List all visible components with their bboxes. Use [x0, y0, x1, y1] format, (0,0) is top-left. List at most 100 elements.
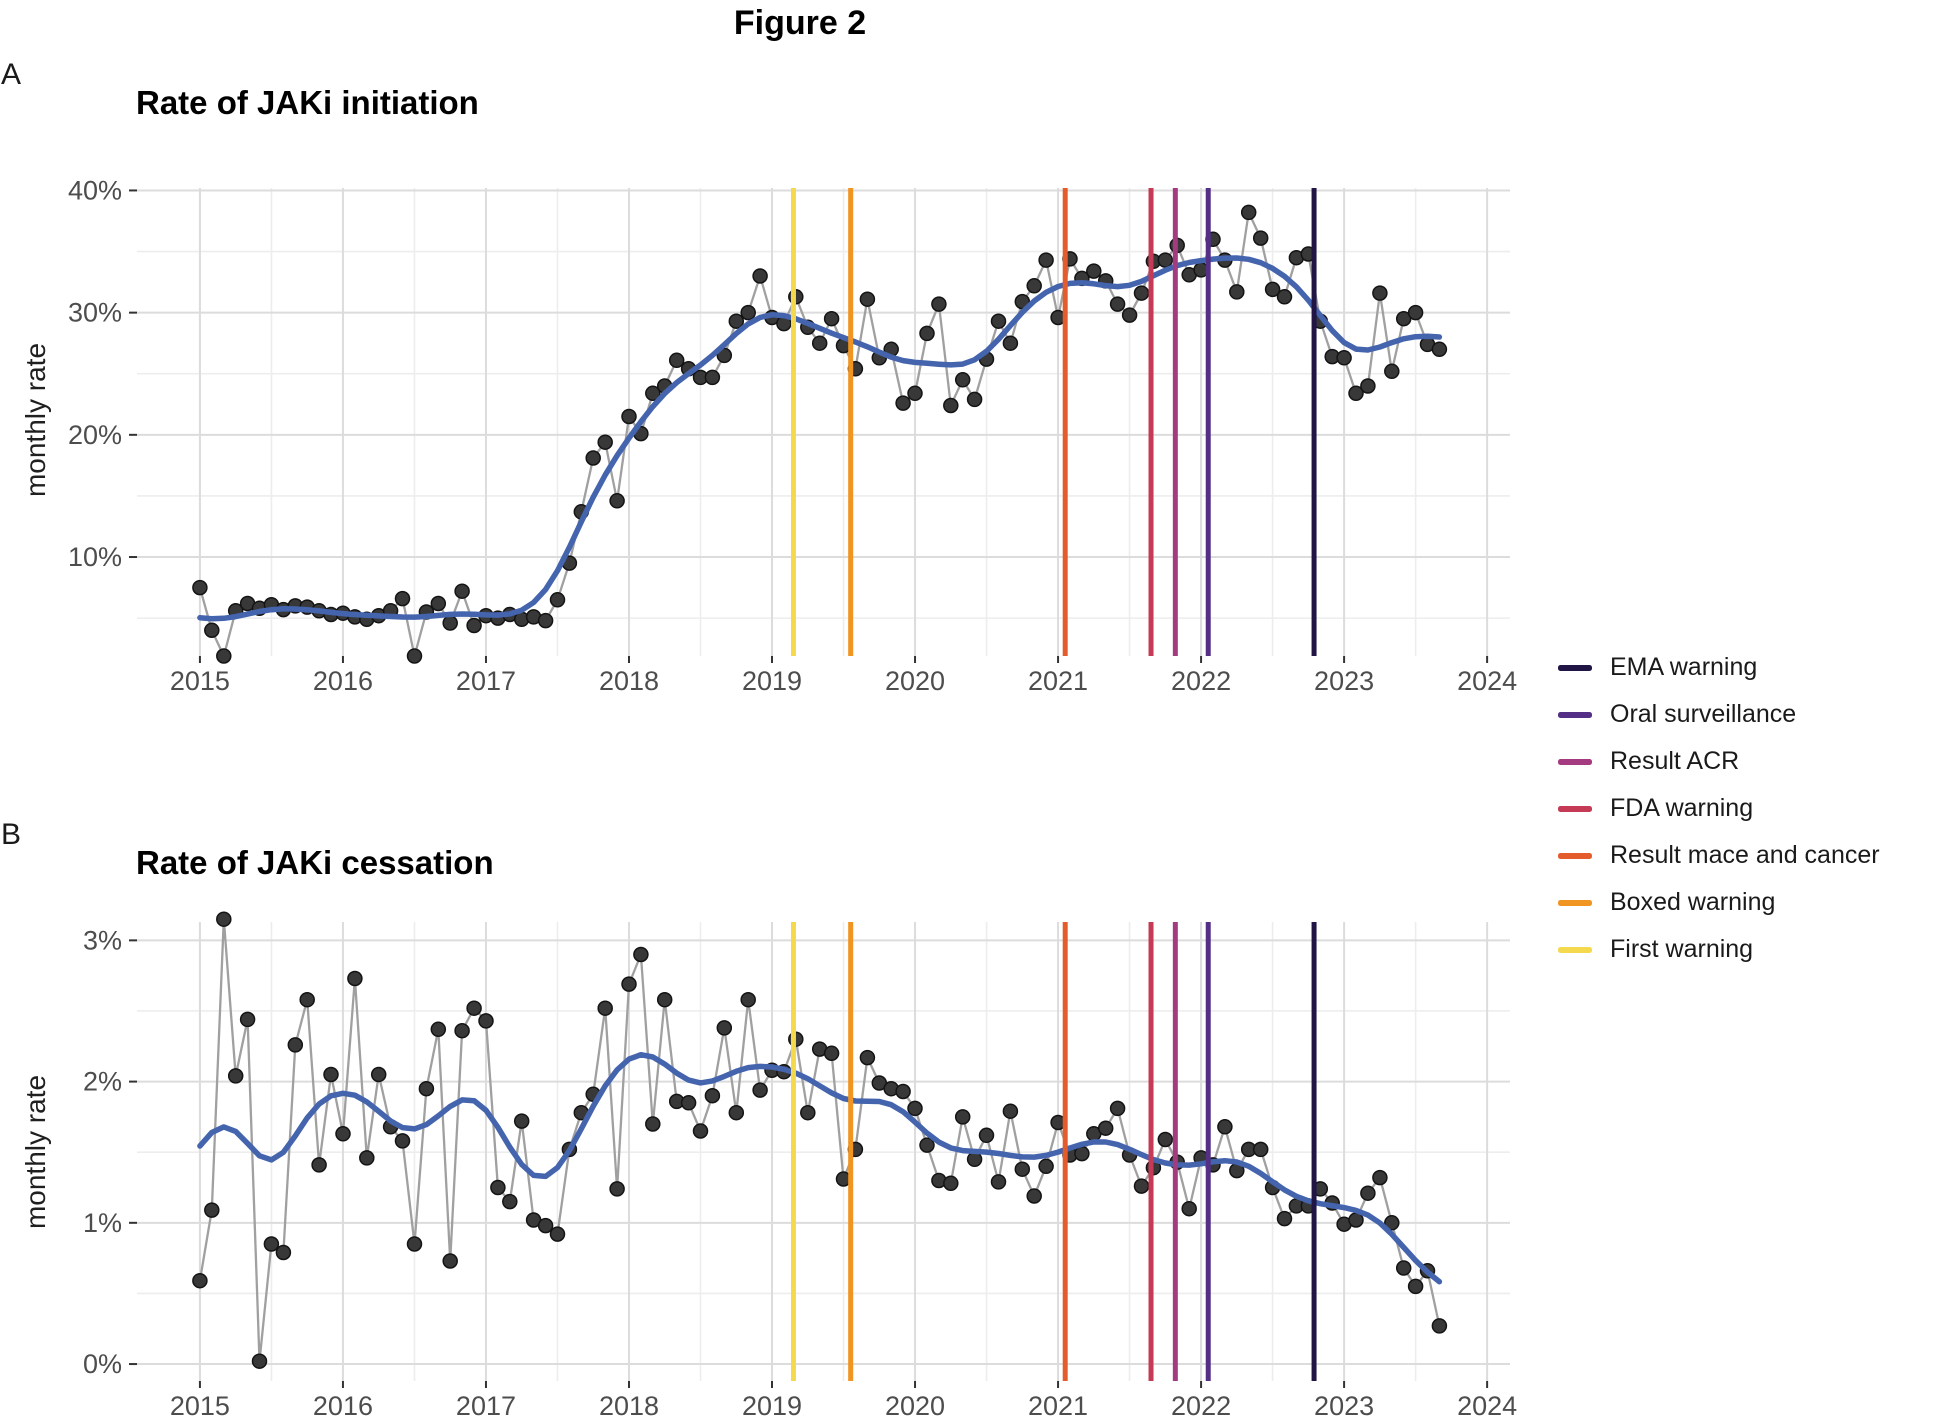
monthly-rate-point [204, 622, 220, 639]
monthly-rate-point [966, 391, 983, 408]
monthly-rate-point [1276, 289, 1293, 305]
monthly-rate-point [359, 1150, 375, 1166]
legend-label: Oral surveillance [1610, 700, 1797, 728]
monthly-rate-point [216, 911, 232, 927]
monthly-rate-point [1360, 1185, 1376, 1201]
monthly-rate-point [1395, 310, 1412, 327]
monthly-rate-point [1157, 252, 1174, 268]
monthly-rate-point [954, 372, 971, 388]
monthly-rate-point [454, 1022, 470, 1039]
monthly-rate-point [1121, 307, 1138, 323]
x-axis-tick-label: 2015 [170, 666, 230, 696]
monthly-rate-point [1002, 1103, 1019, 1119]
x-axis-tick-label: 2022 [1171, 1391, 1231, 1417]
monthly-rate-point [1038, 1158, 1054, 1175]
legend-color-swatch [1558, 899, 1592, 906]
monthly-rate-point [335, 1126, 351, 1142]
monthly-rate-point [859, 291, 876, 307]
x-axis-tick-label: 2018 [599, 666, 659, 696]
monthly-rate-point [1014, 1161, 1031, 1177]
monthly-rate-point [1109, 1100, 1126, 1117]
monthly-rate-point [1133, 1178, 1150, 1194]
monthly-rate-point [716, 1020, 733, 1036]
x-axis-tick-label: 2020 [885, 666, 945, 696]
monthly-rate-point [716, 347, 733, 364]
y-axis-tick-label: 40% [68, 175, 122, 205]
monthly-rate-point [1217, 1119, 1233, 1135]
monthly-rate-point [704, 1087, 721, 1104]
monthly-rate-point [478, 1013, 494, 1029]
monthly-rate-point [585, 450, 601, 466]
monthly-rate-point [430, 595, 447, 612]
legend-color-swatch [1558, 711, 1592, 718]
monthly-rate-point [1086, 263, 1102, 279]
monthly-rate-point [954, 1109, 971, 1125]
monthly-rate-point [537, 612, 554, 629]
x-axis-tick-label: 2019 [742, 666, 802, 696]
monthly-rate-point [740, 304, 756, 321]
monthly-rate-point [227, 1068, 244, 1084]
monthly-rate-point [740, 991, 756, 1008]
legend-item: Boxed warning [1558, 879, 1880, 926]
monthly-rate-point [1264, 281, 1281, 298]
legend-label: First warning [1610, 935, 1754, 963]
monthly-rate-point [823, 1045, 840, 1062]
monthly-rate-point [645, 385, 661, 402]
x-axis-tick-label: 2020 [885, 1391, 945, 1417]
monthly-rate-point [728, 1104, 745, 1121]
monthly-rate-point [621, 976, 637, 992]
legend-item: Result ACR [1558, 738, 1880, 785]
panel-b-chart: 2015 2016 2017 2018 2019 2020 2021 2022 2023 2024… [83, 911, 1517, 1417]
monthly-rate-point [1252, 1141, 1269, 1158]
panel-a-chart: 2015 2016 2017 2018 2019 2020 2021 2022 2023 2024… [68, 175, 1517, 696]
figure-title: Figure 2 [733, 4, 867, 42]
monthly-rate-point [239, 1011, 256, 1028]
monthly-rate-point [597, 1000, 613, 1016]
y-axis-tick-label: 20% [68, 420, 122, 450]
legend-item: Oral surveillance [1558, 691, 1880, 738]
monthly-rate-point [251, 1353, 268, 1369]
monthly-rate-point [1240, 204, 1257, 221]
monthly-rate-point [907, 385, 923, 402]
monthly-rate-point [502, 1193, 518, 1210]
x-axis-tick-label: 2023 [1314, 1391, 1374, 1417]
monthly-rate-point [728, 313, 745, 329]
monthly-rate-point [1407, 1278, 1424, 1295]
smoothed-trend-line [197, 255, 1443, 622]
x-axis-tick-label: 2023 [1314, 666, 1374, 696]
monthly-rate-point [680, 1095, 697, 1111]
legend-item: First warning [1558, 926, 1880, 973]
monthly-rate-point [692, 1123, 709, 1139]
monthly-rate-point [811, 335, 828, 351]
x-axis-tick-label: 2017 [456, 1391, 516, 1417]
monthly-rate-point [513, 1113, 530, 1129]
y-axis-tick-label: 30% [68, 298, 122, 328]
monthly-rate-point [656, 991, 673, 1008]
monthly-rate-point [537, 1217, 554, 1234]
x-axis-tick-label: 2016 [313, 1391, 373, 1417]
monthly-rate-point [442, 1253, 458, 1269]
monthly-rate-point [549, 1226, 566, 1242]
legend-label: Result ACR [1610, 747, 1740, 775]
monthly-rate-point [1109, 296, 1126, 312]
monthly-rate-point [299, 991, 315, 1008]
panel-a-label: A [1, 58, 22, 91]
y-axis-tick-label: 1% [83, 1208, 122, 1238]
monthly-rate-point [752, 268, 768, 284]
monthly-rate-point [406, 1236, 423, 1252]
monthly-rate-point [943, 397, 959, 414]
monthly-rate-point [406, 648, 423, 664]
monthly-rate-point [549, 592, 566, 608]
y-axis-tick-label: 2% [83, 1067, 122, 1097]
monthly-rate-point [323, 1066, 339, 1083]
monthly-rate-series-line [198, 919, 1441, 1362]
monthly-rate-point [823, 310, 840, 327]
legend-item: EMA warning [1558, 644, 1880, 691]
monthly-rate-point [1407, 304, 1424, 321]
monthly-rate-point [597, 434, 613, 450]
monthly-rate-point [1002, 335, 1019, 351]
monthly-rate-point [216, 648, 232, 664]
monthly-rate-point [192, 579, 208, 596]
x-axis-tick-label: 2016 [313, 666, 373, 696]
